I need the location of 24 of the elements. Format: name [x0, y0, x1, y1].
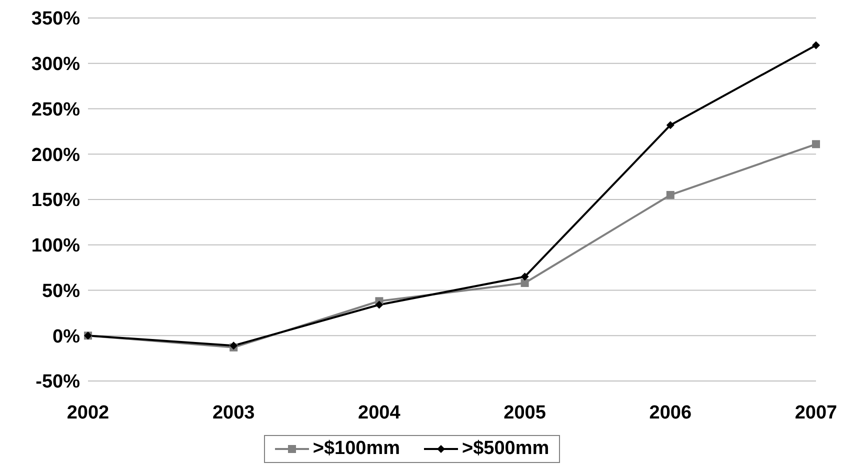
y-tick-label: 150%: [31, 190, 80, 212]
y-tick-label: 300%: [31, 54, 80, 76]
point: [520, 278, 529, 287]
point: [812, 41, 820, 50]
y-tick-label: 350%: [31, 8, 80, 30]
point: [812, 140, 820, 148]
legend-label: >$100mm: [312, 438, 400, 460]
point: [520, 272, 529, 281]
y-tick-label: 200%: [31, 144, 80, 166]
legend-label: >$500mm: [461, 438, 550, 460]
x-tick-label: 2006: [649, 402, 692, 424]
point: [666, 121, 674, 130]
x-tick-label: 2005: [504, 402, 546, 424]
point: [666, 190, 674, 199]
y-tick-label: 50%: [42, 280, 80, 302]
y-tick-label: 250%: [31, 99, 80, 120]
y-tick-label: -50%: [36, 372, 80, 393]
y-tick-label: 100%: [31, 236, 80, 257]
point: [375, 300, 384, 309]
x-tick-label: 2004: [358, 402, 401, 424]
y-tick-label: 0%: [52, 326, 80, 348]
x-tick-label: 2002: [66, 402, 110, 424]
x-tick-label: 2007: [794, 402, 838, 424]
x-tick-label: 2003: [212, 402, 255, 424]
